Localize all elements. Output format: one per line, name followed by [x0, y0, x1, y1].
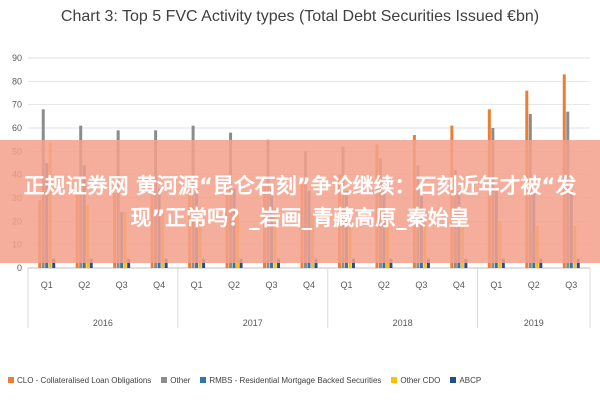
bar-4-10 — [426, 258, 430, 268]
x-tick-label: Q3 — [266, 280, 278, 290]
bar-4-0 — [52, 258, 56, 268]
y-tick-label: 60 — [12, 123, 22, 133]
year-group-label: 2019 — [524, 318, 544, 328]
bar-4-5 — [239, 258, 243, 268]
bar-4-13 — [539, 258, 543, 268]
x-tick-label: Q1 — [41, 280, 53, 290]
chart-legend: CLO - Collateralised Loan Obligations Oth… — [8, 372, 598, 388]
legend-swatch — [200, 377, 207, 383]
legend-item: ABCP — [450, 376, 481, 385]
legend-swatch — [391, 377, 398, 383]
x-tick-label: Q2 — [528, 280, 540, 290]
legend-item: Other — [161, 376, 190, 385]
legend-label: Other CDO — [400, 375, 441, 385]
bar-4-12 — [501, 258, 505, 268]
x-tick-label: Q3 — [116, 280, 128, 290]
x-tick-label: Q1 — [340, 280, 352, 290]
legend-label: RMBS - Residential Mortgage Backed Secur… — [209, 375, 382, 385]
legend-item: RMBS - Residential Mortgage Backed Secur… — [200, 376, 381, 385]
legend-item: CLO - Collateralised Loan Obligations — [8, 376, 151, 385]
x-tick-label: Q4 — [453, 280, 465, 290]
bar-4-6 — [277, 258, 281, 268]
x-tick-label: Q2 — [78, 280, 90, 290]
bar-4-2 — [127, 258, 131, 268]
x-tick-label: Q2 — [228, 280, 240, 290]
legend-swatch — [8, 377, 14, 383]
bar-4-7 — [314, 258, 318, 268]
overlay-banner: 正规证券网 黄河源“昆仑石刻”争论继续：石刻近年才被“发现”正常吗？_岩画_青藏… — [0, 140, 600, 263]
y-tick-label: 90 — [12, 53, 22, 63]
bar-4-4 — [202, 258, 206, 268]
legend-item: Other CDO — [391, 376, 440, 385]
bar-4-1 — [89, 258, 93, 268]
bar-4-9 — [389, 258, 393, 268]
bar-4-11 — [464, 258, 468, 268]
x-tick-label: Q3 — [565, 280, 577, 290]
overlay-text: 正规证券网 黄河源“昆仑石刻”争论继续：石刻近年才被“发现”正常吗？_岩画_青藏… — [23, 173, 577, 230]
legend-label: Other — [170, 375, 191, 385]
y-tick-label: 0 — [17, 263, 22, 273]
legend-label: ABCP — [459, 375, 482, 385]
year-group-label: 2017 — [243, 318, 263, 328]
y-tick-label: 70 — [12, 100, 22, 110]
legend-swatch — [161, 377, 168, 383]
bar-4-3 — [164, 258, 168, 268]
x-tick-label: Q4 — [303, 280, 315, 290]
x-tick-label: Q1 — [490, 280, 502, 290]
legend-label: CLO - Collateralised Loan Obligations — [17, 375, 152, 385]
x-tick-label: Q1 — [191, 280, 203, 290]
year-group-label: 2018 — [393, 318, 413, 328]
y-tick-label: 80 — [12, 76, 22, 86]
bar-4-14 — [576, 258, 580, 268]
x-tick-label: Q2 — [378, 280, 390, 290]
x-tick-label: Q3 — [415, 280, 427, 290]
x-tick-label: Q4 — [153, 280, 165, 290]
bar-4-8 — [351, 258, 355, 268]
year-group-label: 2016 — [93, 318, 113, 328]
legend-swatch — [450, 377, 457, 383]
chart-title: Chart 3: Top 5 FVC Activity types (Total… — [60, 8, 540, 25]
